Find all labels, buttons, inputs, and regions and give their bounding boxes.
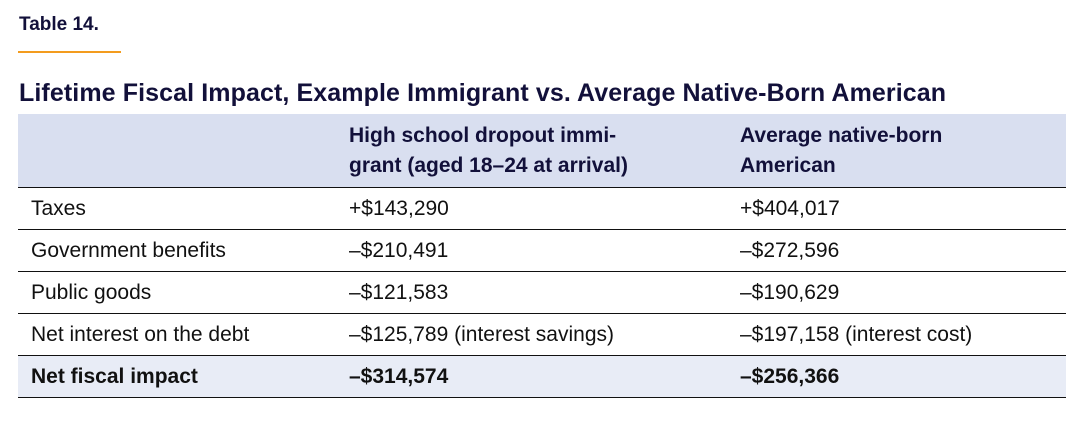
immigrant-value: –$121,583 (349, 271, 740, 314)
total-row: Net fiscal impact –$314,574 –$256,366 (18, 355, 1066, 398)
table-label: Table 14. (19, 14, 99, 35)
header-line: High school dropout immi- (349, 123, 617, 147)
native-value: –$190,629 (740, 271, 1066, 314)
native-value: +$404,017 (740, 187, 1066, 230)
native-value: –$197,158 (interest cost) (740, 313, 1066, 356)
row-label: Net fiscal impact (18, 355, 349, 398)
table-row: Public goods –$121,583 –$190,629 (18, 271, 1066, 314)
immigrant-value: –$314,574 (349, 355, 740, 398)
table-row: Net interest on the debt –$125,789 (inte… (18, 313, 1066, 356)
immigrant-value: –$210,491 (349, 229, 740, 272)
header-line: American (740, 153, 836, 177)
header-immigrant: High school dropout immi-grant (aged 18–… (349, 114, 740, 188)
row-label: Net interest on the debt (18, 313, 349, 356)
accent-rule (18, 51, 121, 53)
header-line: Average native-born (740, 123, 943, 147)
native-value: –$272,596 (740, 229, 1066, 272)
native-value: –$256,366 (740, 355, 1066, 398)
header-empty (18, 114, 349, 188)
table-row: Government benefits –$210,491 –$272,596 (18, 229, 1066, 272)
immigrant-value: +$143,290 (349, 187, 740, 230)
header-native: Average native-born American (740, 114, 1066, 188)
fiscal-impact-table: High school dropout immi-grant (aged 18–… (18, 114, 1066, 398)
row-label: Taxes (18, 187, 349, 230)
immigrant-value: –$125,789 (interest savings) (349, 313, 740, 356)
header-line: grant (aged 18–24 at arrival) (349, 153, 628, 177)
row-label: Public goods (18, 271, 349, 314)
table-title: Lifetime Fiscal Impact, Example Immigran… (19, 79, 947, 107)
table-row: Taxes +$143,290 +$404,017 (18, 187, 1066, 230)
header-row: High school dropout immi-grant (aged 18–… (18, 114, 1066, 188)
row-label: Government benefits (18, 229, 349, 272)
